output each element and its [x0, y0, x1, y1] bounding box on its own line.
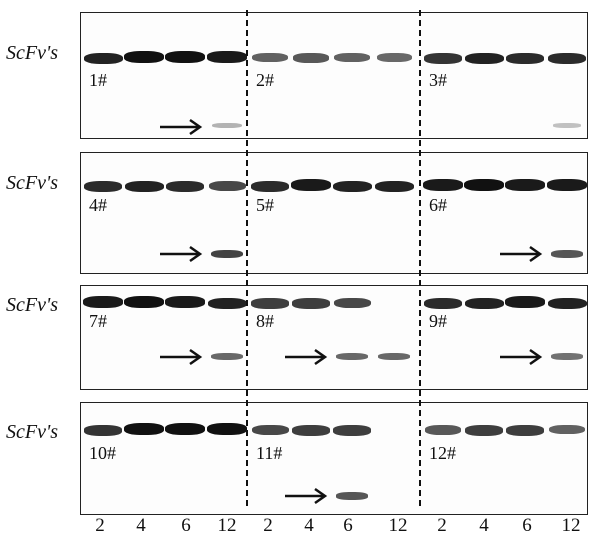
scfv-band	[292, 298, 330, 309]
lane-label: 4	[304, 515, 314, 536]
scfv-band	[124, 51, 164, 63]
sample-label: 7#	[89, 311, 107, 331]
lane-label: 6	[343, 515, 353, 536]
scfv-band	[207, 51, 247, 63]
arrow-right-icon	[160, 245, 203, 263]
row-label-scfvs: ScFv's	[6, 294, 59, 316]
scfv-band	[333, 298, 371, 309]
sample-label: 12#	[429, 443, 456, 463]
sample-label: 3#	[429, 70, 447, 90]
lane-label: 12	[217, 515, 237, 536]
scfv-band	[464, 179, 504, 191]
scfv-band	[464, 298, 504, 310]
scfv-band	[424, 53, 462, 64]
scfv-band	[293, 53, 329, 63]
lower-band	[212, 123, 242, 128]
scfv-band	[505, 179, 545, 191]
arrow-right-icon	[500, 348, 543, 366]
scfv-band	[83, 181, 123, 193]
scfv-band	[423, 298, 463, 310]
sample-label: 2#	[256, 70, 274, 90]
scfv-band	[251, 298, 289, 309]
lower-band	[336, 353, 368, 360]
blot-panel-2: 4# 5# 6#	[80, 152, 588, 274]
scfv-band	[547, 179, 587, 191]
lower-band	[378, 353, 410, 360]
row-label-scfvs: ScFv's	[6, 172, 59, 194]
lower-band	[211, 353, 243, 360]
scfv-band	[374, 181, 414, 193]
scfv-band	[547, 298, 587, 310]
scfv-band	[251, 425, 289, 436]
sample-label: 6#	[429, 195, 447, 215]
scfv-band	[376, 53, 412, 62]
scfv-band	[464, 53, 504, 65]
lane-label: 2	[437, 515, 447, 536]
lower-band	[335, 492, 369, 500]
scfv-band	[423, 179, 463, 191]
sample-label: 11#	[256, 443, 283, 463]
sample-label: 8#	[256, 311, 274, 331]
dashed-divider-1	[246, 10, 248, 506]
lower-band	[551, 353, 583, 360]
lane-label: 6	[522, 515, 532, 536]
scfv-band	[506, 425, 544, 436]
scfv-band	[547, 53, 587, 65]
scfv-band	[84, 425, 122, 436]
blot-panel-3: 7# 8# 9#	[80, 285, 588, 390]
lower-band	[550, 250, 584, 258]
sample-label: 9#	[429, 311, 447, 331]
sample-label: 10#	[89, 443, 116, 463]
row-label-scfvs: ScFv's	[6, 421, 59, 443]
scfv-band	[207, 423, 247, 435]
sample-label: 4#	[89, 195, 107, 215]
scfv-band	[332, 181, 372, 193]
arrow-right-icon	[285, 348, 328, 366]
lane-label: 2	[95, 515, 105, 536]
scfv-band	[291, 179, 331, 191]
scfv-band	[165, 296, 205, 308]
row-label-scfvs: ScFv's	[6, 42, 59, 64]
scfv-band	[333, 425, 371, 436]
scfv-band	[124, 296, 164, 308]
lane-label: 12	[561, 515, 581, 536]
lane-label: 12	[388, 515, 408, 536]
sample-label: 5#	[256, 195, 274, 215]
scfv-band	[207, 298, 247, 310]
scfv-band	[165, 423, 205, 435]
scfv-band	[425, 425, 461, 435]
scfv-band	[124, 423, 164, 435]
scfv-band	[165, 51, 205, 63]
arrow-right-icon	[160, 118, 203, 136]
scfv-band	[208, 181, 246, 192]
scfv-band	[465, 425, 503, 436]
blot-panel-1: 1# 2# 3#	[80, 12, 588, 139]
lane-label: 2	[263, 515, 273, 536]
blot-panel-4: 10# 11# 12#	[80, 402, 588, 515]
scfv-band	[292, 425, 330, 436]
scfv-band	[250, 181, 290, 193]
scfv-band	[505, 296, 545, 308]
scfv-band	[334, 53, 370, 63]
arrow-right-icon	[160, 348, 203, 366]
sample-label: 1#	[89, 70, 107, 90]
arrow-right-icon	[285, 487, 328, 505]
lane-label: 4	[136, 515, 146, 536]
dashed-divider-2	[419, 10, 421, 506]
scfv-band	[505, 53, 545, 65]
scfv-band	[83, 296, 123, 308]
arrow-right-icon	[500, 245, 543, 263]
lower-band	[210, 250, 244, 258]
scfv-band	[252, 53, 288, 63]
lane-label: 4	[479, 515, 489, 536]
lower-band	[552, 123, 582, 128]
scfv-band	[165, 181, 205, 193]
scfv-band	[124, 181, 164, 193]
lane-label: 6	[181, 515, 191, 536]
scfv-band	[83, 53, 123, 65]
scfv-band	[549, 425, 585, 435]
